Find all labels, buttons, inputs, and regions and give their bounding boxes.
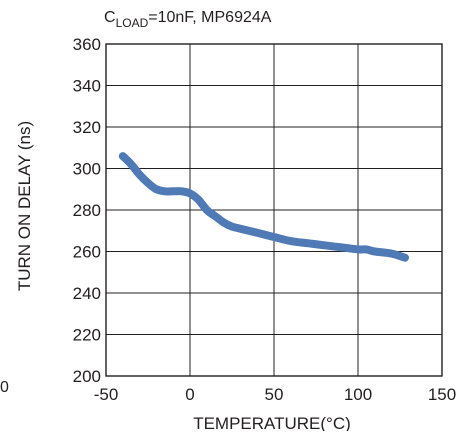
subtitle-main: C: [104, 9, 116, 26]
grid: [106, 44, 442, 376]
subtitle-subscript: LOAD: [116, 16, 149, 30]
y-tick-label: 340: [73, 77, 101, 96]
y-tick-label: 220: [73, 326, 101, 345]
y-tick-label: 200: [73, 367, 101, 386]
chart-subtitle: CLOAD=10nF, MP6924A: [104, 9, 272, 30]
y-tick-label: 300: [73, 160, 101, 179]
series-layer: [118, 152, 409, 262]
y-tick-label: 360: [73, 35, 101, 54]
x-tick-label: 150: [428, 385, 456, 404]
y-tick-label: 320: [73, 118, 101, 137]
x-tick-label: 50: [265, 385, 284, 404]
tick-labels: 200 220 240 260 280 300 320 340 360 -50 0 50 100 150: [73, 35, 457, 404]
y-tick-label: 260: [73, 243, 101, 262]
subtitle-rest: =10nF, MP6924A: [148, 9, 272, 26]
y-tick-label: 280: [73, 201, 101, 220]
cropped-edge-label: 0: [0, 379, 9, 396]
y-tick-label: 240: [73, 284, 101, 303]
plot-frame: [105, 43, 443, 377]
y-axis-label: TURN ON DELAY (ns): [15, 121, 34, 291]
x-tick-label: 0: [185, 385, 194, 404]
series-line: [118, 152, 409, 262]
x-axis-label: TEMPERATURE(°C): [193, 414, 351, 431]
x-tick-label: -50: [94, 385, 119, 404]
x-tick-label: 100: [344, 385, 372, 404]
